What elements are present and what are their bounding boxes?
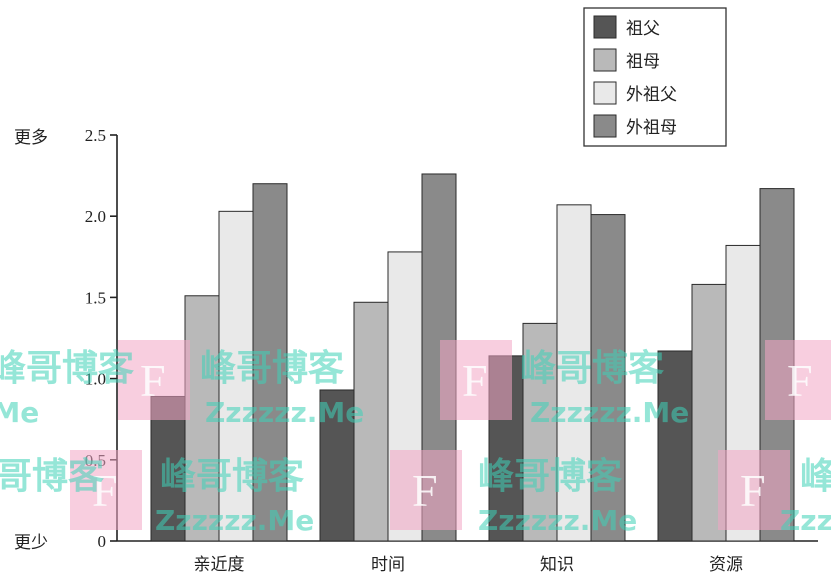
y-tick-label: 2.0 <box>85 207 106 226</box>
watermark-site-text: Zzzzzz.Me <box>780 504 831 537</box>
legend-swatch <box>593 81 617 105</box>
legend-label: 外祖父 <box>626 85 677 105</box>
watermark-site-text: Zzzzzz.Me <box>0 396 39 429</box>
watermark-blog-text: 峰哥博客 <box>0 456 104 497</box>
bar <box>252 183 288 542</box>
bar <box>353 301 389 542</box>
y-tick-label: 1.5 <box>85 288 106 307</box>
bar <box>657 350 693 542</box>
watermark-letter: F <box>412 465 438 516</box>
bar <box>522 322 558 542</box>
watermark-site-text: Zzzzzz.Me <box>530 396 689 429</box>
watermark-block <box>70 450 142 530</box>
y-tick-label: 1.0 <box>85 370 106 389</box>
legend-label: 祖父 <box>626 19 660 39</box>
bar <box>590 214 626 542</box>
legend-label: 外祖母 <box>626 118 677 138</box>
legend-swatch <box>593 15 617 39</box>
watermark-blog-text: 峰哥博客 <box>520 348 664 389</box>
watermark-site-text: Zzzzzz.Me <box>155 504 314 537</box>
category-label: 亲近度 <box>194 555 245 575</box>
watermark-site-text: Zzzzzz.Me <box>205 396 364 429</box>
category-labels: 亲近度 时间 知识 资源 <box>194 555 744 575</box>
watermark-site-text: Zzzzzz.Me <box>478 504 637 537</box>
bar <box>319 389 355 542</box>
watermark-blog-text: 峰哥博客 <box>800 456 831 497</box>
y-tick-label: 2.5 <box>85 126 106 145</box>
y-top-label: 更多 <box>14 128 48 148</box>
bar <box>691 283 727 542</box>
legend-label: 祖母 <box>626 52 660 72</box>
watermark-block <box>718 450 790 530</box>
watermark-letter: F <box>140 355 166 406</box>
watermark-block <box>440 340 512 420</box>
watermark-letter: F <box>740 465 766 516</box>
legend-swatch <box>593 114 617 138</box>
watermark-block <box>390 450 462 530</box>
watermark-blog-text: 峰哥博客 <box>478 456 622 497</box>
watermark-letter: F <box>462 355 488 406</box>
watermark-block <box>765 340 831 420</box>
watermark-letter: F <box>787 355 813 406</box>
legend-swatch <box>593 48 617 72</box>
watermark-letter: F <box>92 465 118 516</box>
watermark: FFFFFF峰哥博客峰哥博客峰哥博客峰哥博客峰哥博客峰哥博客峰哥博客Zzzzzz… <box>0 340 831 537</box>
category-label: 资源 <box>709 555 743 575</box>
bar <box>556 204 592 542</box>
watermark-blog-text: 峰哥博客 <box>0 348 134 389</box>
y-tick-label: 0 <box>98 532 107 551</box>
y-bottom-label: 更少 <box>14 533 48 553</box>
category-label: 知识 <box>540 555 574 575</box>
watermark-block <box>118 340 190 420</box>
watermark-blog-text: 峰哥博客 <box>160 456 304 497</box>
category-label: 时间 <box>371 555 405 575</box>
watermark-blog-text: 峰哥博客 <box>200 348 344 389</box>
